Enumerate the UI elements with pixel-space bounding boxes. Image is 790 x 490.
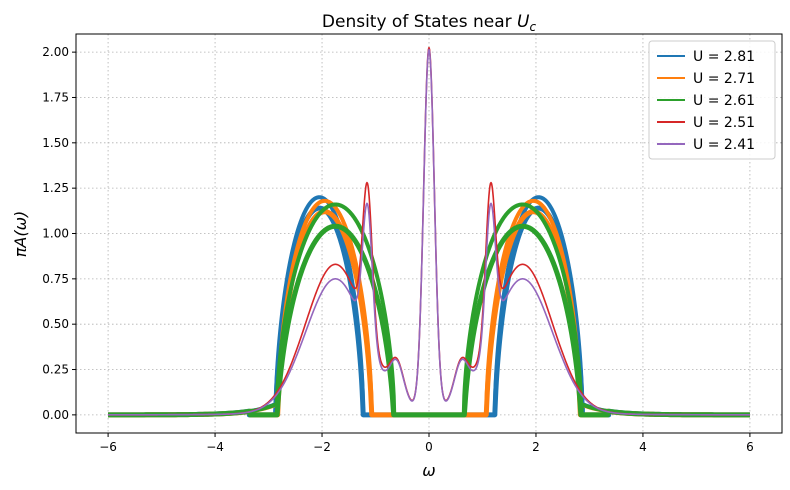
title-prefix: Density of States near — [322, 12, 517, 32]
legend-box — [648, 40, 776, 160]
x-tick-label: −6 — [99, 440, 117, 454]
y-tick-label: 1.00 — [42, 227, 69, 241]
y-tick-label: 1.75 — [42, 90, 69, 104]
y-tick-label: 1.25 — [42, 181, 69, 195]
y-tick-label: 0.25 — [42, 363, 69, 377]
y-tick-label: 1.50 — [42, 136, 69, 150]
legend-label: U = 2.61 — [693, 93, 755, 109]
y-tick-label: 0.50 — [42, 317, 69, 331]
series-layer — [106, 46, 752, 418]
legend: U = 2.81 U = 2.71 U = 2.61 U = 2.51 U = 2.41 — [648, 40, 776, 160]
x-tick-label: 2 — [532, 440, 540, 454]
x-tick-label: −4 — [206, 440, 224, 454]
y-axis-label: πA(ω) — [11, 211, 30, 257]
legend-label: U = 2.41 — [693, 137, 755, 153]
legend-label: U = 2.81 — [693, 49, 755, 65]
title-subscript: c — [529, 20, 536, 34]
y-tick-label: 0.75 — [42, 272, 69, 286]
y-tick-label: 0.00 — [42, 408, 69, 422]
series-line-5 — [107, 48, 751, 416]
x-axis-label: ω — [422, 461, 435, 480]
x-tick-label: 4 — [639, 440, 647, 454]
x-tick-label: −2 — [313, 440, 331, 454]
chart-title: Density of States near Uc — [322, 12, 537, 34]
y-tick-label: 2.00 — [42, 45, 69, 59]
legend-label: U = 2.51 — [693, 115, 755, 131]
x-tick-label: 0 — [425, 440, 433, 454]
title-variable: U — [517, 12, 530, 32]
legend-label: U = 2.71 — [693, 71, 755, 87]
x-tick-label: 6 — [746, 440, 754, 454]
axis-ticks: −6 −4 −2 0 2 4 6 0.00 0.25 0.50 0.75 1.00 1.25 1.50 1.… — [42, 45, 753, 454]
